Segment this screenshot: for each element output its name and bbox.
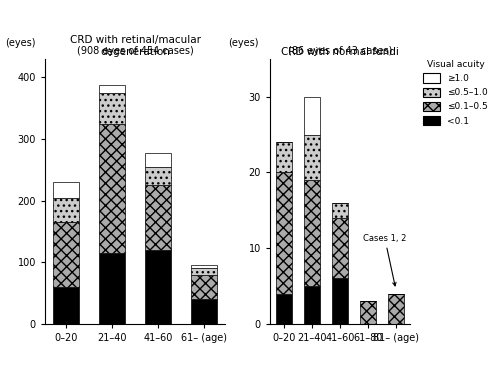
Legend: ≥1.0, ≤0.5–1.0, ≤0.1–0.5, <0.1: ≥1.0, ≤0.5–1.0, ≤0.1–0.5, <0.1 [422, 58, 490, 127]
Text: (86 eyes of 43 cases): (86 eyes of 43 cases) [288, 46, 392, 56]
Bar [332, 279, 347, 324]
Bar [53, 222, 78, 287]
Bar [192, 268, 217, 275]
Bar [192, 299, 217, 324]
Bar [100, 253, 124, 324]
Bar [53, 287, 78, 324]
Text: Cases 1, 2: Cases 1, 2 [363, 234, 406, 286]
Bar [146, 185, 171, 250]
Bar [192, 275, 217, 299]
Bar [100, 93, 124, 124]
Title: CRD with normal fundi: CRD with normal fundi [281, 47, 399, 57]
Text: (eyes): (eyes) [6, 38, 36, 48]
Bar [146, 153, 171, 167]
Bar [100, 124, 124, 253]
Bar [53, 182, 78, 198]
Title: CRD with retinal/macular
degeneration: CRD with retinal/macular degeneration [70, 35, 200, 57]
Bar [304, 286, 320, 324]
Bar [146, 250, 171, 324]
Bar [360, 301, 376, 324]
Text: (eyes): (eyes) [228, 38, 258, 48]
Bar [276, 142, 291, 173]
Text: (908 eyes of 454 cases): (908 eyes of 454 cases) [76, 46, 194, 56]
Bar [332, 218, 347, 279]
Bar [304, 97, 320, 135]
Bar [276, 173, 291, 294]
Bar [53, 198, 78, 222]
Bar [304, 135, 320, 180]
Bar [276, 294, 291, 324]
Bar [332, 203, 347, 218]
Bar [388, 294, 404, 324]
Bar [146, 167, 171, 185]
Bar [100, 85, 124, 93]
Bar [192, 265, 217, 268]
Bar [304, 180, 320, 286]
